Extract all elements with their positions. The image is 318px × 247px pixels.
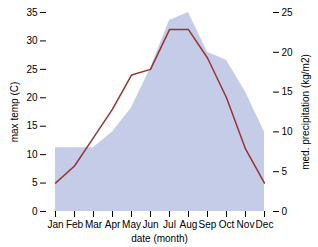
svg-text:15: 15 bbox=[26, 120, 38, 131]
svg-text:Oct: Oct bbox=[219, 219, 235, 230]
svg-text:0: 0 bbox=[32, 206, 38, 217]
svg-text:Jun: Jun bbox=[142, 219, 158, 230]
svg-text:date (month): date (month) bbox=[131, 233, 188, 244]
svg-text:Mar: Mar bbox=[85, 219, 103, 230]
svg-text:Apr: Apr bbox=[105, 219, 121, 230]
svg-text:10: 10 bbox=[26, 149, 38, 160]
svg-text:Jul: Jul bbox=[163, 219, 176, 230]
svg-text:Nov: Nov bbox=[237, 219, 255, 230]
svg-text:max temp (C): max temp (C) bbox=[9, 82, 20, 143]
svg-text:Sep: Sep bbox=[199, 219, 217, 230]
svg-text:25: 25 bbox=[26, 64, 38, 75]
svg-text:Feb: Feb bbox=[66, 219, 84, 230]
svg-text:0: 0 bbox=[282, 206, 288, 217]
svg-text:5: 5 bbox=[282, 166, 288, 177]
svg-text:med. precipitation (kg/m2): med. precipitation (kg/m2) bbox=[300, 54, 311, 170]
svg-text:Aug: Aug bbox=[180, 219, 198, 230]
svg-text:Jan: Jan bbox=[47, 219, 63, 230]
svg-text:10: 10 bbox=[282, 126, 294, 137]
svg-text:15: 15 bbox=[282, 86, 294, 97]
svg-text:30: 30 bbox=[26, 35, 38, 46]
svg-text:35: 35 bbox=[26, 7, 38, 18]
svg-text:20: 20 bbox=[282, 47, 294, 58]
svg-text:20: 20 bbox=[26, 92, 38, 103]
svg-text:5: 5 bbox=[32, 177, 38, 188]
svg-text:25: 25 bbox=[282, 7, 294, 18]
svg-text:Dec: Dec bbox=[256, 219, 274, 230]
svg-text:May: May bbox=[122, 219, 141, 230]
